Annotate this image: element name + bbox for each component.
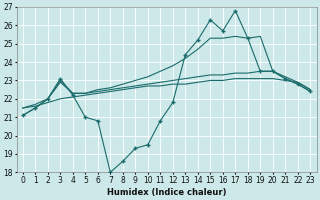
X-axis label: Humidex (Indice chaleur): Humidex (Indice chaleur) [107,188,226,197]
